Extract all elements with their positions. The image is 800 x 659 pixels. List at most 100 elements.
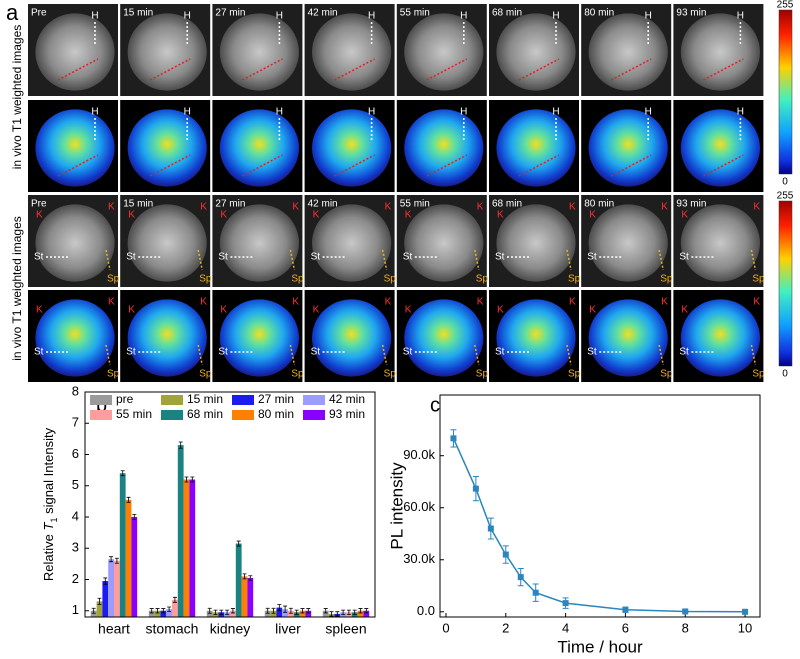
bar	[114, 560, 120, 617]
mri-body	[680, 299, 761, 377]
annotation: K	[128, 210, 135, 221]
error-bar	[219, 609, 224, 615]
mri-body	[588, 299, 668, 377]
arrow	[703, 154, 744, 177]
error-bar	[300, 608, 305, 614]
legend-swatch	[161, 395, 183, 405]
mri-body	[35, 204, 115, 282]
mri-body	[496, 13, 576, 91]
annotation: K	[753, 297, 760, 308]
arrow	[426, 58, 468, 81]
annotation: St	[587, 252, 597, 263]
annotation: K	[200, 297, 207, 308]
error-bar	[126, 496, 131, 503]
y-tick-label: 90.0k	[403, 447, 435, 462]
mri-body	[127, 109, 207, 187]
arrow	[610, 58, 652, 81]
annotation: K	[108, 202, 115, 213]
annotation: Sp	[660, 369, 673, 380]
error-bar	[103, 577, 108, 585]
arrow	[518, 58, 560, 81]
mri-body	[680, 13, 761, 91]
annotation: Sp	[568, 274, 581, 285]
legend-label: 42 min	[329, 392, 365, 406]
annotation: Sp	[291, 274, 304, 285]
time-label: Pre	[31, 8, 47, 19]
annotation: St	[679, 347, 689, 358]
annotation: St	[495, 347, 505, 358]
time-label: 68 min	[492, 8, 522, 19]
mri-body	[588, 204, 668, 282]
error-bar	[184, 476, 189, 483]
side-label: in vivo T1 weighted images	[10, 216, 24, 361]
legend-swatch	[232, 410, 254, 420]
arrow	[149, 58, 191, 81]
panel-label: a	[6, 0, 19, 25]
annotation: K	[292, 202, 299, 213]
arrow	[750, 249, 757, 271]
arrow	[474, 249, 480, 271]
mri-body	[588, 13, 668, 91]
marker	[682, 608, 689, 615]
bar	[154, 610, 161, 617]
annotation: K	[497, 210, 504, 221]
bar	[172, 599, 178, 617]
bar	[241, 576, 248, 617]
annotation: Sp	[752, 274, 765, 285]
error-bar	[114, 557, 119, 564]
annotation: K	[385, 297, 392, 308]
mri-body	[219, 299, 299, 377]
bar	[230, 610, 236, 617]
arrow	[197, 249, 203, 271]
legend-swatch	[303, 395, 325, 405]
mri-body	[496, 109, 576, 187]
mri-body	[312, 299, 392, 377]
error-bar	[358, 608, 363, 614]
arrow	[566, 249, 572, 271]
error-bar	[178, 441, 183, 449]
bar	[177, 445, 184, 617]
annotation: St	[403, 252, 413, 263]
time-label: 55 min	[400, 199, 430, 210]
arrow	[289, 344, 296, 366]
annotation: H	[737, 11, 744, 22]
mri-body	[127, 13, 207, 91]
error-bar	[91, 607, 96, 614]
colorbar-max: 255	[777, 0, 794, 11]
arrow	[197, 344, 203, 366]
x-tick-label: 10	[738, 620, 752, 635]
annotation: K	[497, 305, 504, 316]
annotation: St	[679, 252, 689, 263]
legend-swatch	[232, 395, 254, 405]
legend-label: 27 min	[258, 392, 294, 406]
bar	[90, 610, 97, 617]
annotation: Sp	[568, 369, 581, 380]
annotation: H	[184, 107, 191, 118]
error-bar	[346, 609, 351, 615]
annotation: H	[645, 11, 652, 22]
legend-label: 93 min	[329, 407, 365, 421]
mri-body	[219, 13, 299, 91]
error-bar	[97, 597, 102, 605]
annotation: K	[292, 297, 299, 308]
annotation: H	[368, 11, 375, 22]
colorbar-min: 0	[782, 177, 788, 188]
arrow	[149, 154, 191, 177]
time-label: 80 min	[584, 199, 614, 210]
marker	[622, 606, 629, 613]
marker	[487, 525, 494, 532]
annotation: H	[552, 11, 559, 22]
annotation: K	[569, 297, 576, 308]
colorbar	[778, 200, 793, 367]
error-bar	[265, 607, 270, 614]
annotation: Sp	[199, 369, 212, 380]
arrow	[658, 344, 664, 366]
bar	[189, 479, 196, 617]
mri-body	[127, 299, 207, 377]
annotation: St	[495, 252, 505, 263]
arrow	[658, 249, 664, 271]
annotation: Sp	[291, 369, 304, 380]
time-label: 15 min	[123, 8, 153, 19]
error-bar	[242, 573, 247, 580]
